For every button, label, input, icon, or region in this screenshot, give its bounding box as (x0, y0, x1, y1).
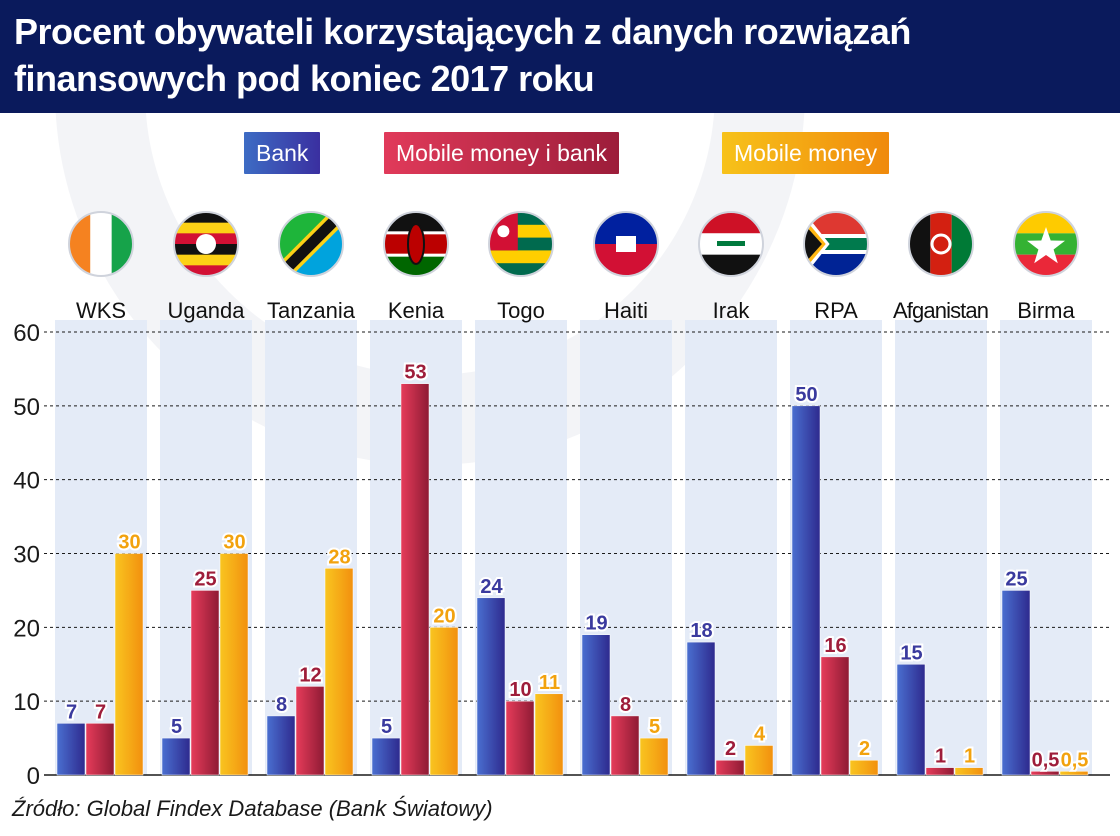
data-label: 15 (900, 642, 922, 664)
bar-bank (266, 715, 296, 776)
bar-mobile-money-and-bank (610, 715, 640, 776)
data-label: 12 (299, 664, 321, 686)
bar-bank (476, 597, 506, 776)
y-tick-label: 60 (13, 320, 40, 347)
data-label: 5 (381, 716, 392, 738)
data-label: 0,5 (1032, 749, 1060, 771)
flag-uganda-icon (173, 211, 239, 277)
chart-title: Procent obywateli korzystających z danyc… (14, 11, 911, 99)
bar-bank (791, 405, 821, 776)
data-label: 1 (964, 746, 975, 768)
flag-myanmar-icon (1013, 211, 1079, 277)
data-label: 7 (66, 701, 77, 723)
data-label: 28 (328, 546, 350, 568)
category-label: RPA (814, 298, 858, 323)
category-label: Irak (713, 298, 751, 323)
category-label: Uganda (167, 298, 245, 323)
bar-mobile-money-and-bank (1030, 771, 1060, 776)
category-label: Tanzania (267, 298, 356, 323)
flag-iraq-icon (698, 211, 764, 277)
data-label: 10 (509, 679, 531, 701)
data-label: 8 (276, 694, 287, 716)
data-label: 5 (171, 716, 182, 738)
bar-mobile-money (324, 568, 354, 776)
data-label: 16 (824, 635, 846, 657)
data-label: 53 (404, 362, 426, 384)
category-label: Haiti (604, 298, 648, 323)
y-tick-label: 10 (13, 689, 40, 716)
bar-mobile-money (954, 767, 984, 776)
legend-mobile-money: Mobile money (722, 132, 890, 174)
data-label: 25 (1005, 568, 1027, 590)
data-label: 0,5 (1061, 749, 1089, 771)
data-label: 50 (795, 384, 817, 406)
bar-mobile-money (849, 759, 879, 776)
data-label: 30 (223, 532, 245, 554)
category-label: Kenia (388, 298, 445, 323)
data-label: 24 (480, 576, 503, 598)
data-label: 11 (539, 672, 560, 694)
data-label: 1 (935, 746, 946, 768)
bar-mobile-money-and-bank (925, 767, 955, 776)
data-label: 19 (585, 613, 607, 635)
flag-afghanistan-icon (908, 211, 974, 277)
bar-mobile-money-and-bank (820, 656, 850, 776)
bar-mobile-money-and-bank (400, 383, 430, 776)
bar-bank (371, 737, 401, 776)
category-label: Birma (1017, 298, 1075, 323)
bar-mobile-money (114, 553, 144, 776)
bar-mobile-money (1059, 771, 1089, 776)
flag-south-africa-icon (803, 211, 869, 277)
source-note: Źródło: Global Findex Database (Bank Świ… (12, 796, 493, 821)
bar-mobile-money-and-bank (85, 723, 115, 776)
y-tick-label: 0 (27, 763, 40, 790)
y-tick-label: 50 (13, 394, 40, 421)
data-label: 7 (95, 701, 106, 723)
data-label: 8 (620, 694, 631, 716)
bar-mobile-money-and-bank (190, 590, 220, 776)
flag-haiti-icon (593, 211, 659, 277)
flag-togo-icon (488, 211, 554, 277)
category-label: Togo (497, 298, 545, 323)
flag-cote-divoire-icon (68, 211, 134, 277)
bar-bank (896, 664, 926, 776)
flag-kenya-icon (383, 211, 449, 277)
bar-bank (161, 737, 191, 776)
data-label: 18 (690, 620, 712, 642)
category-label: WKS (76, 298, 126, 323)
bar-mobile-money (639, 737, 669, 776)
bar-mobile-money (219, 553, 249, 776)
bar-bank (581, 634, 611, 776)
bar-bank (56, 723, 86, 776)
data-label: 20 (433, 605, 455, 627)
data-label: 5 (649, 716, 660, 738)
data-label: 4 (754, 723, 766, 745)
bar-bank (1001, 590, 1031, 776)
legend-mobile-money-and-bank: Mobile money i bank (384, 132, 619, 174)
flag-tanzania-icon (278, 211, 344, 277)
category-label: Afganistan (893, 298, 989, 323)
data-label: 2 (725, 738, 736, 760)
bar-mobile-money (534, 693, 564, 776)
legend-bank: Bank (244, 132, 321, 174)
y-tick-label: 40 (13, 468, 40, 495)
data-label: 30 (118, 532, 140, 554)
data-label: 25 (194, 568, 216, 590)
y-tick-label: 20 (13, 615, 40, 642)
bar-mobile-money-and-bank (295, 686, 325, 776)
y-tick-label: 30 (13, 542, 40, 569)
bar-bank (686, 641, 716, 776)
bar-mobile-money (429, 627, 459, 776)
bar-mobile-money (744, 745, 774, 776)
title-bar: Procent obywateli korzystających z danyc… (0, 0, 1120, 113)
bar-mobile-money-and-bank (505, 700, 535, 776)
data-label: 2 (859, 738, 870, 760)
bar-mobile-money-and-bank (715, 759, 745, 776)
